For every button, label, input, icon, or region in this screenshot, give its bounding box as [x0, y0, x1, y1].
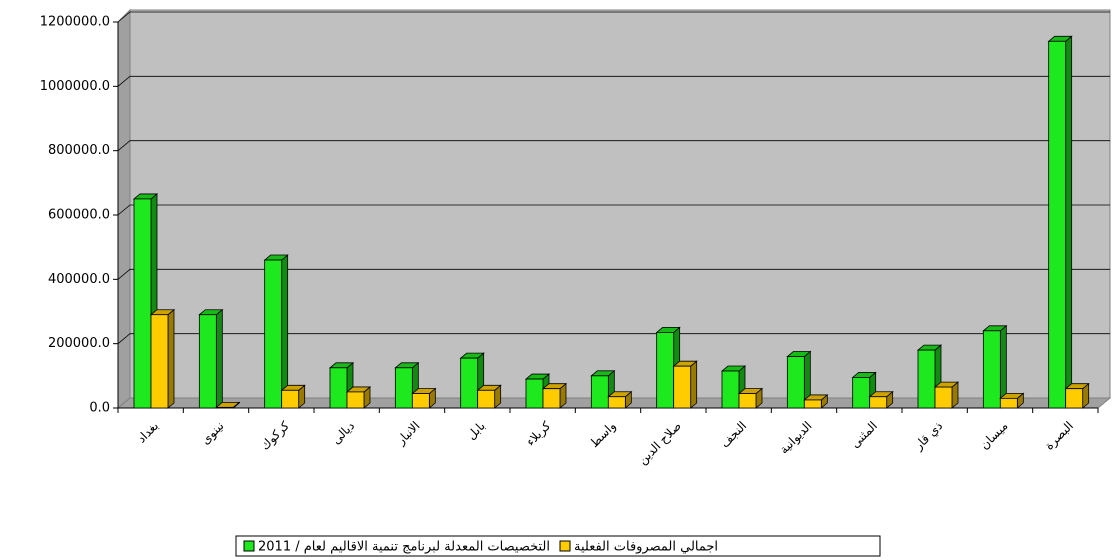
bar — [476, 384, 502, 409]
bar-front — [934, 386, 953, 409]
bar-front — [394, 367, 413, 409]
bar — [999, 392, 1025, 409]
grid-line — [117, 75, 1110, 87]
bar-front — [525, 378, 544, 409]
y-tick-label: 1200000.0 — [40, 15, 110, 30]
y-tick-label: 200000.0 — [48, 336, 110, 351]
x-tick-label: نينوى — [198, 419, 227, 448]
x-tick-label: النجف — [718, 419, 750, 451]
bar-side — [281, 254, 289, 409]
legend-swatch — [243, 540, 255, 552]
x-tick-label: كركوك — [258, 418, 293, 453]
x-tick-label: بغداد — [134, 419, 161, 446]
bar-front — [411, 393, 430, 409]
bar-side — [690, 360, 698, 409]
bar-front — [1048, 40, 1067, 409]
bar — [982, 324, 1008, 409]
bar-front — [803, 399, 822, 409]
bar-front — [869, 396, 888, 409]
bar-front — [1065, 388, 1084, 409]
bar-front — [329, 367, 348, 409]
bar — [607, 390, 633, 409]
bar-side — [1065, 35, 1073, 409]
y-tick-label: 800000.0 — [48, 143, 110, 158]
bar — [149, 308, 176, 409]
bar-front — [264, 259, 283, 409]
grid-line — [117, 140, 1110, 151]
bar-front — [346, 391, 365, 409]
bar-side — [215, 308, 223, 409]
bar — [868, 390, 894, 409]
bar — [1047, 35, 1073, 409]
bar — [345, 386, 372, 409]
grid-line — [117, 333, 1110, 344]
x-tick-label: واسط — [587, 419, 619, 451]
bar-front — [215, 406, 234, 409]
x-tick-label: المثنى — [848, 419, 880, 451]
grid-line — [117, 204, 1110, 216]
x-tick-label: ديالى — [329, 419, 357, 447]
bar-front — [133, 198, 152, 409]
y-tick-label: 1000000.0 — [40, 79, 110, 94]
x-tick-label: صلاح الدين — [635, 419, 684, 468]
bar-front — [852, 377, 871, 409]
side-wall — [117, 8, 131, 410]
y-tick-label: 0.0 — [89, 401, 110, 416]
bar — [411, 387, 437, 409]
bar-front — [786, 356, 805, 409]
x-tick-label: الانبار — [393, 419, 423, 449]
x-tick-label: كربلاء — [523, 418, 554, 449]
bar-front — [673, 365, 692, 409]
grid-line — [117, 11, 1110, 23]
bar — [215, 401, 241, 409]
bar-front — [150, 314, 169, 409]
bar — [198, 308, 224, 409]
bar — [1064, 382, 1090, 409]
x-tick-label: ذي قار — [911, 419, 946, 454]
bar — [672, 360, 698, 409]
x-tick-label: بابل — [464, 419, 488, 443]
x-tick-label: البصرة — [1042, 419, 1077, 454]
bar-front — [982, 330, 1001, 409]
x-tick-label: الديوانية — [777, 419, 816, 458]
bar-front — [477, 389, 496, 409]
bar-front — [198, 314, 217, 409]
y-tick-label: 400000.0 — [48, 272, 110, 287]
bar-front — [999, 397, 1018, 409]
legend-box — [235, 535, 881, 557]
grid-line — [117, 268, 1110, 280]
bar-front — [917, 349, 936, 409]
bar-front — [590, 375, 609, 409]
bar — [737, 387, 764, 409]
legend-swatch — [559, 540, 571, 552]
bar-front — [542, 388, 561, 409]
bar-front — [460, 357, 479, 409]
bar — [541, 382, 568, 409]
bar-side — [167, 308, 175, 409]
bar — [263, 254, 289, 409]
x-tick-label: ميسان — [977, 419, 1010, 452]
bar-front — [738, 393, 757, 409]
bar — [786, 350, 812, 409]
bar-front — [607, 396, 626, 409]
legend-label: اجمالي المصروفات الفعلية — [574, 540, 718, 555]
bar-front — [281, 389, 300, 409]
bar-front — [721, 370, 740, 409]
bar — [933, 381, 960, 409]
bar — [803, 394, 829, 409]
bar-front — [656, 332, 675, 409]
legend-label: التخصيصات المعدلة لبرنامج تنمية الاقاليم… — [258, 540, 550, 555]
y-tick-label: 600000.0 — [48, 208, 110, 223]
bar — [280, 384, 306, 409]
